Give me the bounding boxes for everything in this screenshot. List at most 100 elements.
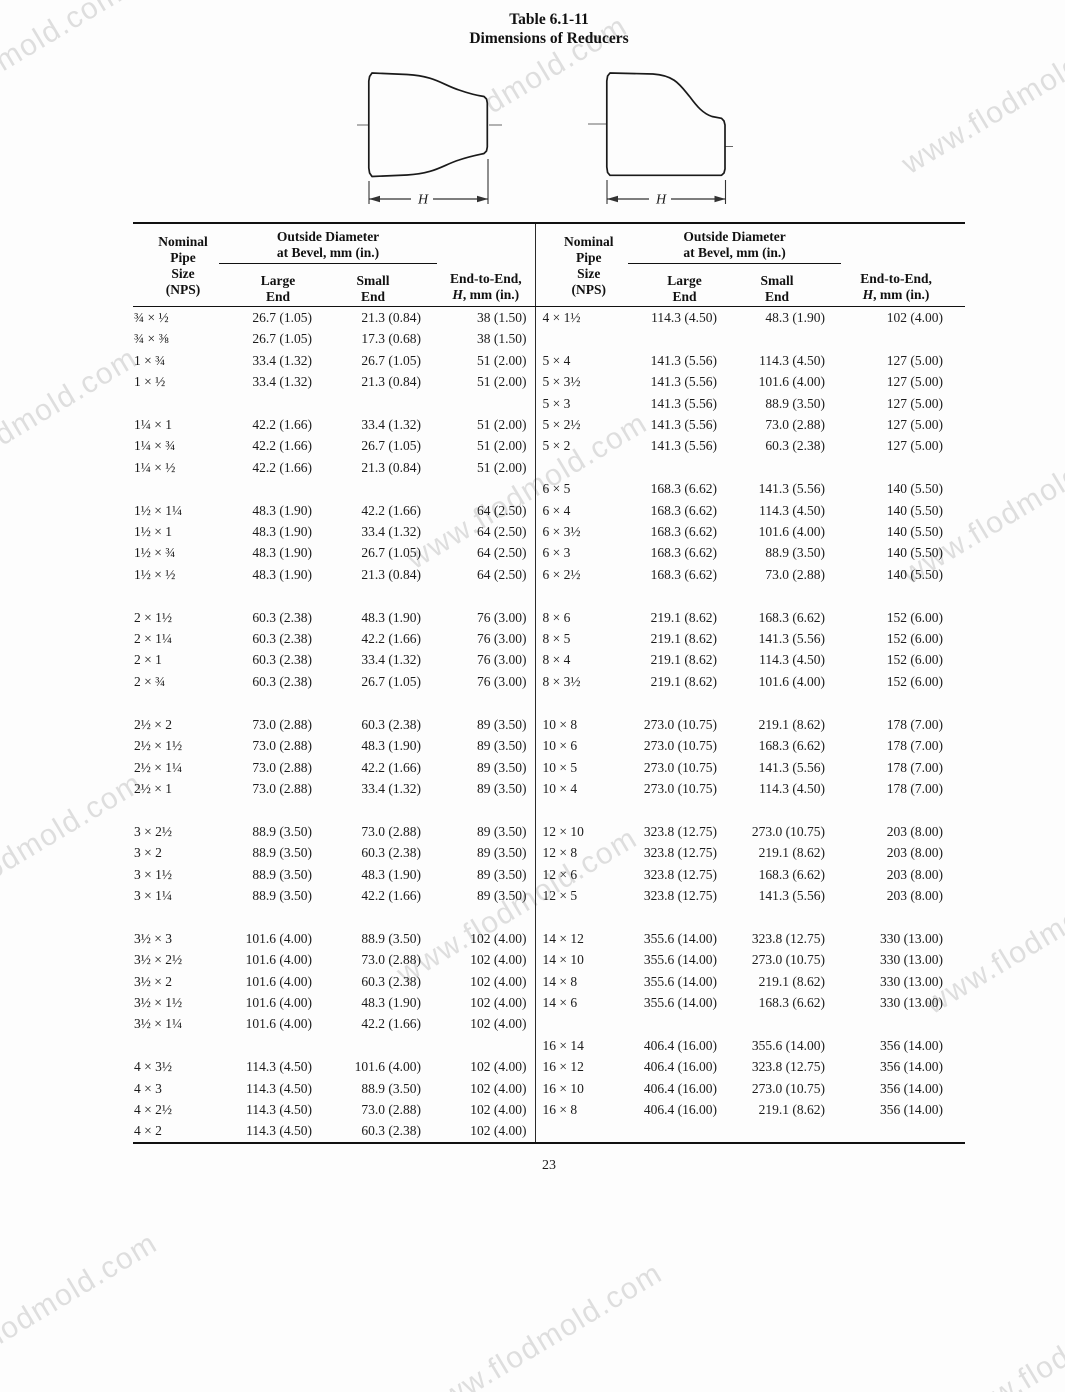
value-cell: 102 (4.00): [470, 952, 527, 968]
value-cell: 51 (2.00): [477, 438, 527, 454]
table-row: 1 × ¾ 33.4 (1.32) 26.7 (1.05) 51 (2.00) 5 × …: [133, 349, 965, 372]
value-cell: 21.3 (0.84): [361, 374, 422, 390]
value-cell: 141.3 (5.56): [650, 438, 718, 454]
nps-cell: 4 × 1½: [534, 306, 643, 329]
value-cell: 355.6 (14.00): [643, 952, 718, 968]
table-row: 3 × 2 88.9 (3.50) 60.3 (2.38) 89 (3.50) 12 ×…: [133, 842, 965, 864]
nps-cell: 6 × 3: [534, 542, 643, 564]
value-cell: 51 (2.00): [477, 417, 527, 433]
value-cell: [233, 692, 323, 713]
nps-cell: [534, 906, 643, 928]
value-cell: 168.3 (6.62): [650, 566, 718, 582]
value-cell: 102 (4.00): [470, 1059, 527, 1075]
value-cell: 73.0 (2.88): [252, 759, 312, 775]
value-cell: 356 (14.00): [880, 1080, 944, 1096]
value-cell: [233, 478, 323, 499]
nps-cell: 1¼ × 1: [134, 417, 172, 433]
value-cell: 73.0 (2.88): [361, 1101, 422, 1117]
value-cell: 101.6 (4.00): [245, 973, 312, 989]
value-cell: 141.3 (5.56): [650, 374, 718, 390]
header-large-end-left: Large End: [233, 273, 323, 307]
table-row: 3½ × 2½ 101.6 (4.00) 73.0 (2.88) 102 (4.00)…: [133, 949, 965, 971]
value-cell: 330 (13.00): [880, 994, 944, 1010]
value-cell: [827, 692, 965, 713]
value-cell: 273.0 (10.75): [751, 823, 826, 839]
table-row: ¾ × ⅜ 26.7 (1.05) 17.3 (0.68) 38 (1.50): [133, 328, 965, 350]
value-cell: [233, 585, 323, 606]
value-cell: 127 (5.00): [886, 395, 944, 411]
value-cell: 140 (5.50): [886, 481, 944, 497]
value-cell: 88.9 (3.50): [252, 887, 312, 903]
value-cell: 141.3 (5.56): [758, 887, 826, 903]
nps-cell: 6 × 2½: [534, 563, 643, 586]
value-cell: 88.9 (3.50): [765, 395, 826, 411]
value-cell: 355.6 (14.00): [643, 930, 718, 946]
value-cell: 219.1 (8.62): [650, 631, 718, 647]
value-cell: 219.1 (8.62): [650, 609, 718, 625]
header-end-to-end-right: End-to-End, H, mm (in.): [827, 223, 966, 307]
value-cell: 101.6 (4.00): [758, 673, 826, 689]
value-cell: 21.3 (0.84): [361, 310, 422, 325]
value-cell: 48.3 (1.90): [361, 994, 422, 1010]
value-cell: 38 (1.50): [477, 310, 527, 325]
header-od-group-right: Outside Diameter at Bevel, mm (in.): [628, 223, 842, 273]
value-cell: [233, 799, 323, 820]
value-cell: 168.3 (6.62): [758, 609, 826, 625]
value-cell: 42.2 (1.66): [361, 631, 422, 647]
value-cell: 140 (5.50): [886, 524, 944, 540]
nps-cell: 3 × 2: [134, 845, 162, 861]
value-cell: [323, 1035, 423, 1056]
arrowhead-left-icon: [607, 195, 618, 203]
value-cell: 330 (13.00): [880, 952, 944, 968]
eccentric-reducer-diagram: H: [588, 72, 733, 208]
value-cell: [642, 585, 727, 606]
nps-cell: 14 × 12: [534, 927, 643, 950]
spacer-row: [133, 799, 965, 821]
value-cell: 178 (7.00): [886, 738, 944, 754]
value-cell: [727, 585, 827, 606]
value-cell: 89 (3.50): [477, 780, 527, 796]
value-cell: 114.3 (4.50): [759, 352, 826, 368]
value-cell: 51 (2.00): [477, 352, 527, 368]
value-cell: [323, 393, 423, 414]
value-cell: 102 (4.00): [470, 973, 527, 989]
value-cell: 73.0 (2.88): [252, 780, 312, 796]
value-cell: [727, 692, 827, 713]
nps-cell: [534, 585, 643, 607]
value-cell: 273.0 (10.75): [643, 716, 718, 732]
value-cell: 60.3 (2.38): [361, 973, 422, 989]
value-cell: 114.3 (4.50): [759, 652, 826, 668]
value-cell: 89 (3.50): [477, 845, 527, 861]
value-cell: 203 (8.00): [886, 823, 944, 839]
table-row: 1¼ × ¾ 42.2 (1.66) 26.7 (1.05) 51 (2.00) 5 ×…: [133, 435, 965, 457]
value-cell: 168.3 (6.62): [650, 524, 718, 540]
value-cell: 60.3 (2.38): [361, 845, 422, 861]
value-cell: 42.2 (1.66): [252, 417, 312, 433]
value-cell: 168.3 (6.62): [650, 545, 718, 561]
spacer-row: [133, 692, 965, 714]
value-cell: 114.3 (4.50): [246, 1123, 312, 1139]
value-cell: 101.6 (4.00): [758, 374, 826, 390]
value-cell: 26.7 (1.05): [252, 331, 312, 347]
value-cell: 140 (5.50): [886, 502, 944, 518]
table-row: 1½ × 1 48.3 (1.90) 33.4 (1.32) 64 (2.50) 6 ×…: [133, 521, 965, 543]
nps-cell: [133, 393, 233, 414]
value-cell: 21.3 (0.84): [361, 459, 422, 475]
value-cell: 140 (5.50): [886, 545, 944, 561]
value-cell: 114.3 (4.50): [651, 310, 718, 325]
value-cell: 89 (3.50): [477, 759, 527, 775]
value-cell: 178 (7.00): [886, 716, 944, 732]
nps-cell: 6 × 3½: [534, 521, 643, 543]
value-cell: 273.0 (10.75): [751, 1080, 826, 1096]
nps-cell: 1½ × 1: [134, 524, 172, 540]
arrowhead-left-icon: [369, 195, 380, 203]
value-cell: 89 (3.50): [477, 866, 527, 882]
value-cell: 168.3 (6.62): [758, 738, 826, 754]
value-cell: [727, 328, 827, 349]
nps-cell: [534, 1013, 643, 1035]
nps-cell: 8 × 6: [534, 606, 643, 629]
value-cell: 51 (2.00): [477, 374, 527, 390]
value-cell: 406.4 (16.00): [643, 1080, 718, 1096]
value-cell: [423, 799, 535, 820]
value-cell: 60.3 (2.38): [361, 716, 422, 732]
